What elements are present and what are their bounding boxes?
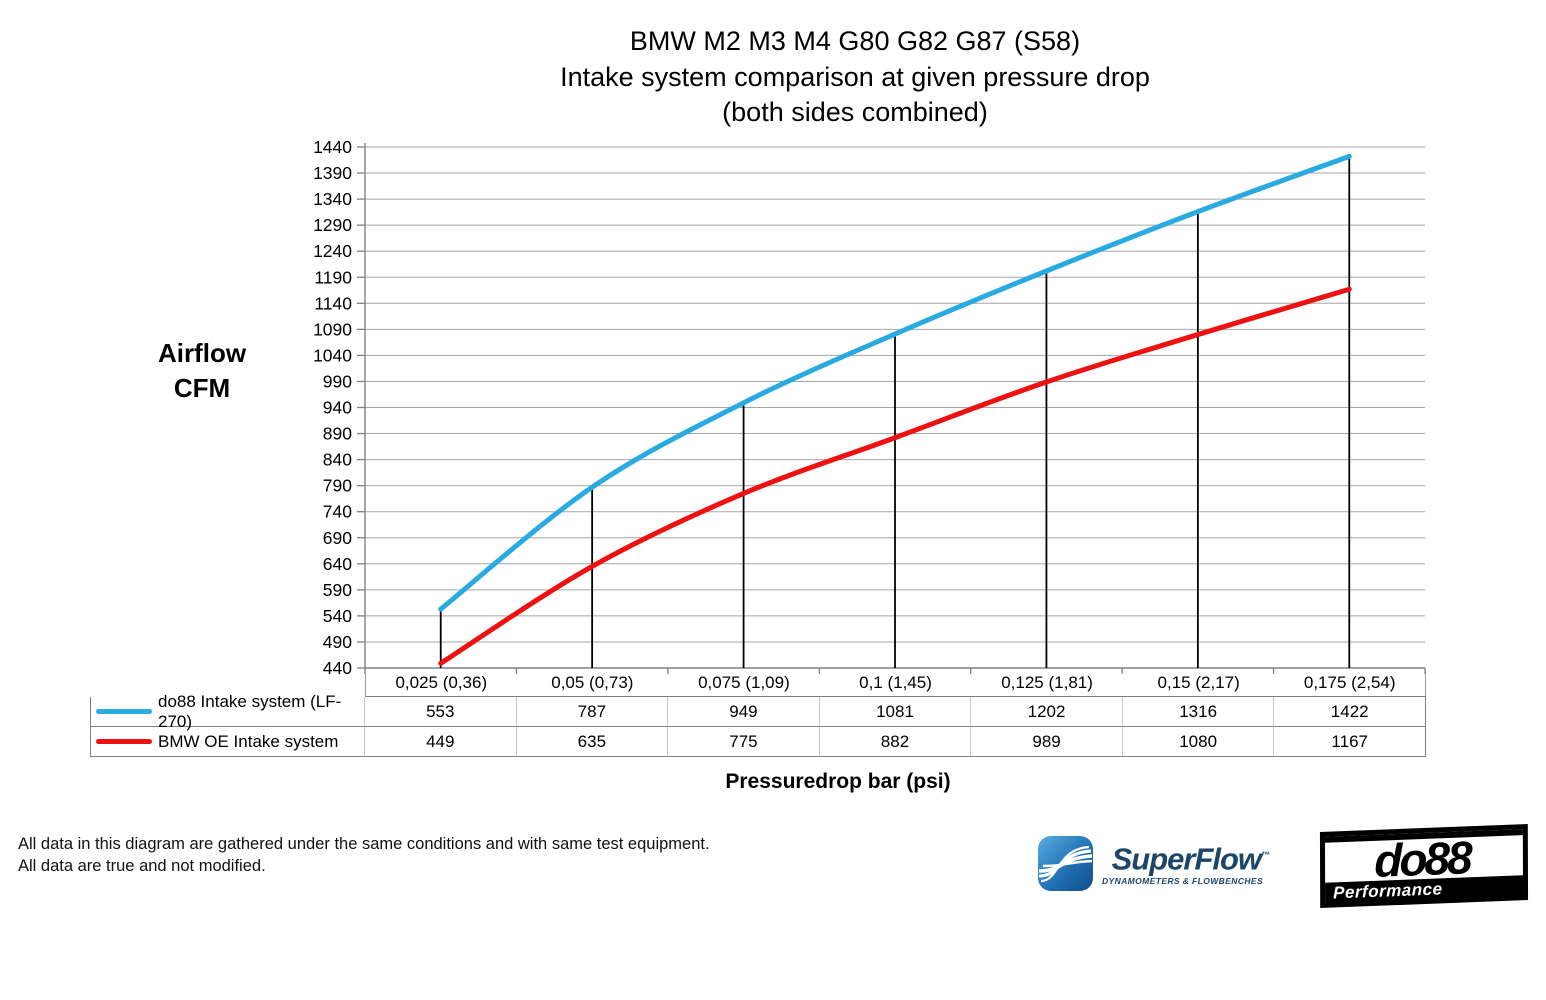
legend-swatch — [96, 709, 152, 714]
y-tick-label: 1040 — [313, 345, 352, 365]
y-tick-label: 990 — [323, 371, 352, 391]
y-tick-label: 1190 — [314, 267, 352, 287]
legend-label: do88 Intake system (LF-270) — [158, 691, 342, 731]
y-tick-label: 490 — [323, 632, 352, 652]
legend-swatch — [96, 739, 152, 744]
category-label: 0,175 (2,54) — [1274, 669, 1426, 697]
value-cell: 989 — [971, 727, 1123, 757]
value-cell: 775 — [668, 727, 820, 757]
value-cell: 1202 — [971, 697, 1123, 727]
category-label: 0,075 (1,09) — [668, 669, 820, 697]
y-tick-label: 1440 — [313, 137, 352, 157]
y-tick-label: 1140 — [314, 293, 352, 313]
superflow-tagline: DYNAMOMETERS & FLOWBENCHES — [1102, 875, 1264, 886]
value-cell: 1167 — [1274, 727, 1426, 757]
chart-title-line1: BMW M2 M3 M4 G80 G82 G87 (S58) — [629, 26, 1081, 56]
value-cell: 449 — [365, 727, 517, 757]
category-label: 0,125 (1,81) — [971, 669, 1123, 697]
value-cell: 635 — [516, 727, 669, 757]
y-tick-label: 590 — [323, 580, 352, 600]
legend-cell: do88 Intake system (LF-270) — [90, 692, 365, 731]
series-line-do88-intake-system-lf-270- — [438, 153, 1352, 612]
value-cell: 882 — [819, 727, 972, 757]
y-axis-title-line1: Airflow — [157, 338, 247, 368]
superflow-trademark: ™ — [1261, 850, 1270, 861]
value-cell: 553 — [365, 697, 517, 727]
data-table: 0,025 (0,36) 0,05 (0,73) 0,075 (1,09) 0,1 (… — [90, 669, 1426, 757]
y-tick-label: 940 — [323, 398, 352, 418]
x-axis-title: Pressuredrop bar (psi) — [725, 770, 951, 793]
series-line-bmw-oe-intake-system — [438, 286, 1352, 666]
do88-logo: do88 Performance — [1319, 823, 1529, 909]
chart-title-line2: Intake system comparison at given pressu… — [560, 61, 1150, 92]
y-tick-label: 790 — [323, 476, 352, 496]
y-axis-title-line2: CFM — [173, 373, 231, 403]
legend-cell: BMW OE Intake system — [90, 727, 365, 757]
value-cell: 1422 — [1274, 697, 1426, 727]
y-axis-title: Airflow CFM — [102, 336, 302, 406]
footer-note-line1: All data in this diagram are gathered un… — [18, 835, 710, 853]
superflow-logo-icon — [1038, 835, 1093, 891]
superflow-wordmark: SuperFlow™ — [1111, 841, 1270, 877]
superflow-logo: SuperFlow™ DYNAMOMETERS & FLOWBENCHES — [1037, 833, 1270, 893]
y-tick-label: 1090 — [313, 319, 352, 339]
footer-note: All data in this diagram are gathered un… — [18, 833, 918, 877]
y-tick-label: 840 — [323, 450, 352, 470]
y-tick-label: 440 — [323, 658, 352, 678]
value-cell: 1080 — [1122, 727, 1275, 757]
y-tick-label: 740 — [323, 502, 352, 522]
value-cell: 1316 — [1122, 697, 1275, 727]
y-tick-label: 1390 — [313, 163, 352, 183]
value-cell: 787 — [516, 697, 669, 727]
category-label: 0,025 (0,36) — [365, 669, 517, 697]
category-label: 0,05 (0,73) — [516, 669, 669, 697]
chart-title-line3: (both sides combined) — [722, 97, 988, 127]
y-tick-label: 640 — [323, 554, 352, 574]
y-tick-label: 690 — [323, 528, 352, 548]
category-label: 0,1 (1,45) — [819, 669, 972, 697]
y-tick-label: 1290 — [313, 215, 352, 235]
y-tick-label: 890 — [323, 424, 352, 444]
superflow-logo-text: SuperFlow™ DYNAMOMETERS & FLOWBENCHES — [1102, 840, 1270, 886]
category-label: 0,15 (2,17) — [1122, 669, 1275, 697]
legend-label: BMW OE Intake system — [158, 731, 339, 751]
footer-note-line2: All data are true and not modified. — [18, 857, 266, 875]
value-cell: 1081 — [819, 697, 972, 727]
value-cell: 949 — [668, 697, 820, 727]
y-tick-label: 1340 — [313, 189, 352, 209]
y-tick-label: 1240 — [313, 241, 352, 261]
chart-title: BMW M2 M3 M4 G80 G82 G87 (S58) Intake sy… — [355, 24, 1355, 131]
y-tick-label: 540 — [323, 606, 352, 626]
